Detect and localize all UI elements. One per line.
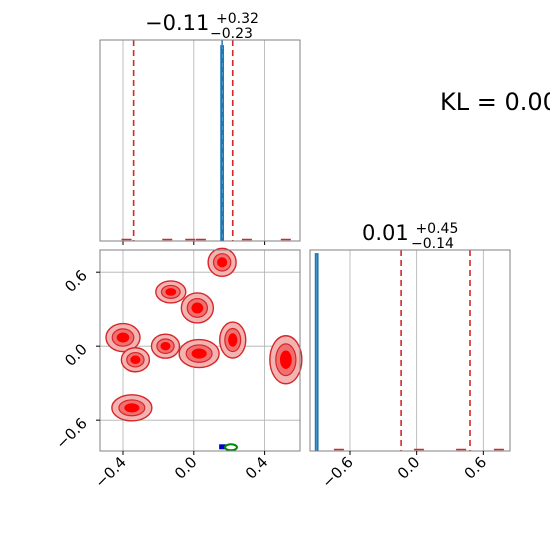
contour-blob [219,321,247,359]
contour-core [217,257,228,268]
contour-core [191,348,207,359]
kl-annotation: KL = 0.00 [440,88,550,116]
x-tick-label: 0.0 [394,453,424,483]
contour-blob [155,280,187,304]
marginal-panel-param1-frame [99,39,301,242]
contour-core [165,288,177,296]
marker-blue [219,444,227,450]
contour-core [228,333,238,347]
contour-blob [207,247,237,278]
marginal-panel-param1: −0.11 +0.32 −0.23 [99,4,301,245]
x-tick-label: −0.4 [91,453,129,491]
x-tick-label: −0.6 [318,453,356,491]
panel-title-param1-sub: −0.23 [210,26,253,42]
contour-core [160,341,171,351]
panel-title-param2-sub: −0.14 [411,236,454,252]
x-tick-label: 0.0 [171,453,201,483]
marginal-panel-param2: 0.01 +0.45 −0.14 −0.6 0.0 0.6 [309,214,511,492]
panel-title-param2-main: 0.01 [362,221,409,245]
y-tick-label: −0.6 [52,414,90,452]
marker-green [223,443,238,452]
contour-core [191,302,204,314]
contour-core [124,403,140,413]
contour-blob [120,347,151,373]
marginal-panel-param2-frame [309,249,511,452]
contour-core [279,350,292,369]
histogram-spike [314,253,319,451]
contour-blob [105,322,141,353]
joint-panel: −0.4 0.0 0.4 −0.6 0.0 0.6 [52,247,303,492]
panel-title-param2-sup: +0.45 [415,221,458,237]
y-tick-label: 0.0 [61,340,91,370]
contour-blob [269,335,303,385]
contour-blob [178,338,220,369]
panel-title-param2: 0.01 +0.45 −0.14 [362,214,465,252]
panel-title-param1-sup: +0.32 [216,11,259,27]
contour-core [116,332,130,343]
x-tick-label: 0.4 [242,453,272,483]
contour-blob [111,394,153,422]
panel-title-param1-main: −0.11 [145,11,209,35]
histogram-spike [220,45,225,241]
joint-panel-frame [99,249,301,452]
contour-blob [180,292,215,324]
contour-blob [150,333,181,359]
y-tick-label: 0.6 [61,266,91,296]
x-tick-label: 0.6 [461,453,491,483]
panel-title-param1: −0.11 +0.32 −0.23 [145,4,266,42]
contour-core [130,355,141,364]
